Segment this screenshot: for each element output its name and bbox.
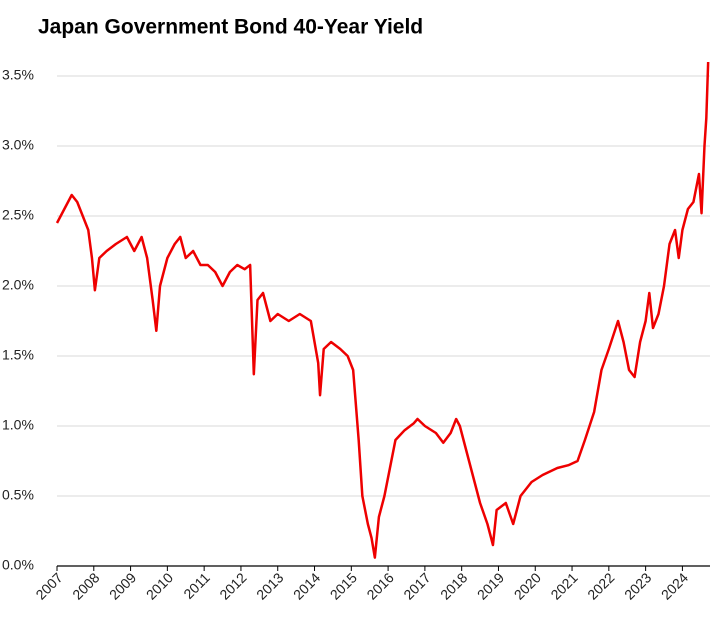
x-tick-label: 2013 <box>253 569 286 602</box>
y-tick-label: 0.0% <box>2 557 34 573</box>
x-tick-label: 2012 <box>216 569 249 602</box>
x-tick-label: 2011 <box>180 569 213 602</box>
x-tick-label: 2015 <box>327 569 360 602</box>
x-tick-label: 2010 <box>143 569 176 602</box>
yield-line <box>55 61 710 559</box>
x-tick-label: 2024 <box>658 569 691 602</box>
x-tick-label: 2021 <box>547 569 580 602</box>
x-tick-label: 2018 <box>437 569 470 602</box>
x-tick-label: 2016 <box>363 569 396 602</box>
x-tick-label: 2014 <box>290 569 323 602</box>
chart-title: Japan Government Bond 40-Year Yield <box>38 16 423 39</box>
y-tick-label: 3.0% <box>2 137 34 153</box>
y-tick-label: 1.5% <box>2 347 34 363</box>
x-tick-label: 2022 <box>584 569 617 602</box>
x-tick-label: 2007 <box>32 569 65 602</box>
y-tick-label: 2.0% <box>2 277 34 293</box>
x-tick-label: 2020 <box>511 569 544 602</box>
y-tick-label: 2.5% <box>2 207 34 223</box>
y-tick-label: 1.0% <box>2 417 34 433</box>
x-tick-label: 2009 <box>106 569 139 602</box>
x-tick-label: 2019 <box>474 569 507 602</box>
x-tick-label: 2008 <box>69 569 102 602</box>
y-tick-label: 0.5% <box>2 487 34 503</box>
y-tick-label: 3.5% <box>2 67 34 83</box>
x-tick-label: 2023 <box>621 569 654 602</box>
x-tick-label: 2017 <box>400 569 433 602</box>
